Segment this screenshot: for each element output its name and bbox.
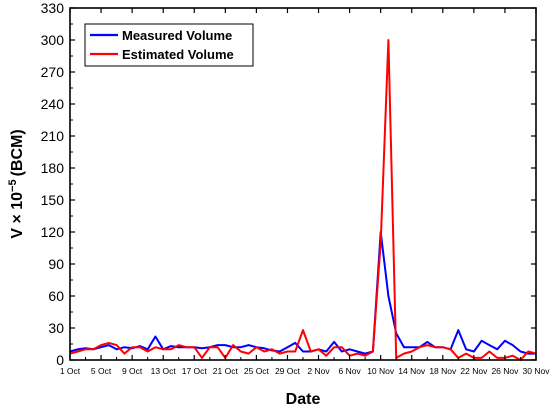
x-tick-label: 21 Oct <box>213 366 239 376</box>
x-tick-label: 22 Nov <box>460 366 488 376</box>
y-tick-label: 150 <box>41 192 65 208</box>
y-tick-label: 330 <box>41 0 65 16</box>
legend-box <box>84 23 254 67</box>
x-tick-label: 5 Oct <box>91 366 112 376</box>
x-tick-label: 30 Nov <box>523 366 550 376</box>
y-tick-label: 300 <box>41 32 65 48</box>
x-tick-label: 13 Oct <box>151 366 177 376</box>
x-axis: 1 Oct 5 Oct 9 Oct 13 Oct 17 Oct 21 Oct 25 Oct 2… <box>60 8 550 376</box>
x-tick-label: 10 Nov <box>367 366 395 376</box>
y-tick-label: 180 <box>41 160 65 176</box>
y-axis-label: V × 10−5 (BCM) <box>7 129 26 238</box>
series-lines <box>69 39 537 361</box>
x-tick-label: 14 Nov <box>398 366 426 376</box>
series-line-1 <box>69 231 536 355</box>
y-tick-label: 60 <box>48 288 64 304</box>
y-axis-label-exponent: −5 <box>7 179 19 192</box>
x-tick-label: 25 Oct <box>244 366 270 376</box>
x-tick-label: 17 Oct <box>182 366 208 376</box>
y-axis-label-main: V × 10 <box>9 192 26 239</box>
y-axis: 0 30 60 90 120 150 180 210 240 270 300 330 <box>41 0 536 368</box>
legend-label-1: Measured Volume <box>122 28 232 43</box>
x-tick-label: 1 Oct <box>60 366 81 376</box>
y-tick-label: 270 <box>41 64 65 80</box>
series-line-2 <box>69 39 537 361</box>
y-axis-label-unit: (BCM) <box>9 129 26 176</box>
x-tick-label: 26 Nov <box>491 366 519 376</box>
x-tick-label: 2 Nov <box>307 366 330 376</box>
x-axis-label: Date <box>286 391 321 408</box>
y-tick-label: 210 <box>41 128 65 144</box>
x-tick-label: 9 Oct <box>122 366 143 376</box>
x-tick-label: 29 Oct <box>275 366 301 376</box>
y-tick-label: 0 <box>56 352 64 368</box>
y-tick-label: 30 <box>48 320 64 336</box>
x-tick-label: 6 Nov <box>338 366 361 376</box>
legend: Measured Volume Estimated Volume <box>84 23 254 67</box>
y-tick-label: 90 <box>48 256 64 272</box>
y-tick-label: 240 <box>41 96 65 112</box>
y-tick-label: 120 <box>41 224 65 240</box>
x-tick-label: 18 Nov <box>429 366 457 376</box>
legend-label-2: Estimated Volume <box>122 47 234 62</box>
